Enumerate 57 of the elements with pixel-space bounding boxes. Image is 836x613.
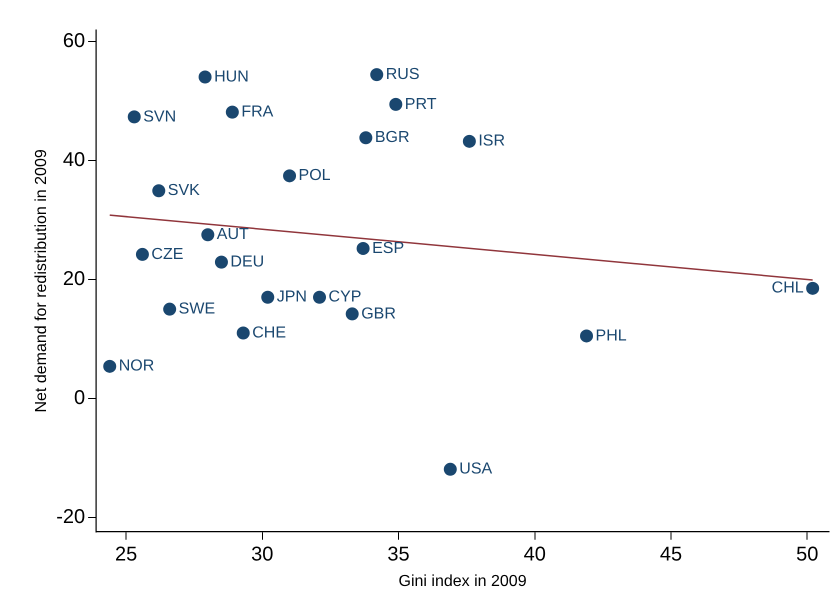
x-axis-title: Gini index in 2009 — [398, 572, 527, 590]
point — [283, 169, 296, 182]
annotation: CHE — [252, 324, 286, 342]
annotation: CZE — [151, 246, 184, 263]
annotation: RUS — [386, 66, 420, 84]
x-tick-label: 45 — [660, 543, 682, 566]
annotation: SWE — [178, 300, 216, 318]
point — [359, 131, 372, 144]
annotation: USA — [459, 460, 493, 478]
point — [103, 360, 116, 373]
point — [806, 282, 820, 295]
annotation: JPN — [276, 288, 307, 306]
annotation: NOR — [118, 358, 154, 375]
point — [444, 462, 457, 476]
point — [198, 70, 212, 84]
y-tick-label: 60 — [62, 30, 86, 52]
point — [152, 184, 166, 198]
annotation: PHL — [596, 327, 627, 344]
annotation: FRA — [241, 104, 274, 121]
annotation: PRT — [404, 96, 437, 113]
x-tick-label: 30 — [251, 543, 274, 566]
y-tick-label: 20 — [62, 268, 86, 290]
x-tick-label: 25 — [114, 543, 138, 566]
x-tick-label: 50 — [796, 543, 818, 566]
point — [136, 248, 149, 261]
annotation: DEU — [230, 254, 264, 271]
annotation: POL — [298, 167, 331, 184]
point — [226, 106, 239, 119]
point — [163, 302, 176, 316]
annotation: HUN — [214, 68, 249, 86]
point — [236, 326, 250, 340]
annotation: ESP — [372, 240, 404, 257]
annotation: BGR — [374, 129, 410, 146]
y-tick-label: 0 — [74, 386, 86, 409]
point — [389, 98, 402, 111]
point — [128, 110, 141, 124]
annotation: AUT — [216, 226, 250, 244]
y-axis-title: Net demand for redistribution in 2009 — [33, 149, 50, 413]
x-tick-label: 35 — [387, 543, 410, 566]
point — [356, 242, 370, 255]
point — [580, 329, 594, 342]
point — [261, 290, 274, 304]
point — [370, 68, 384, 82]
annotation: CHL — [772, 280, 804, 297]
x-tick-label: 40 — [524, 543, 546, 566]
point — [313, 290, 326, 304]
point — [346, 307, 359, 320]
annotation: SVK — [168, 182, 200, 200]
annotation: CYP — [328, 288, 362, 306]
y-tick-label: -20 — [56, 506, 86, 528]
point — [462, 134, 476, 148]
annotation: ISR — [478, 132, 506, 150]
point — [214, 256, 228, 269]
annotation: SVN — [143, 108, 176, 126]
annotation: GBR — [361, 305, 396, 322]
y-tick-label: 40 — [62, 148, 86, 171]
point — [201, 228, 214, 242]
